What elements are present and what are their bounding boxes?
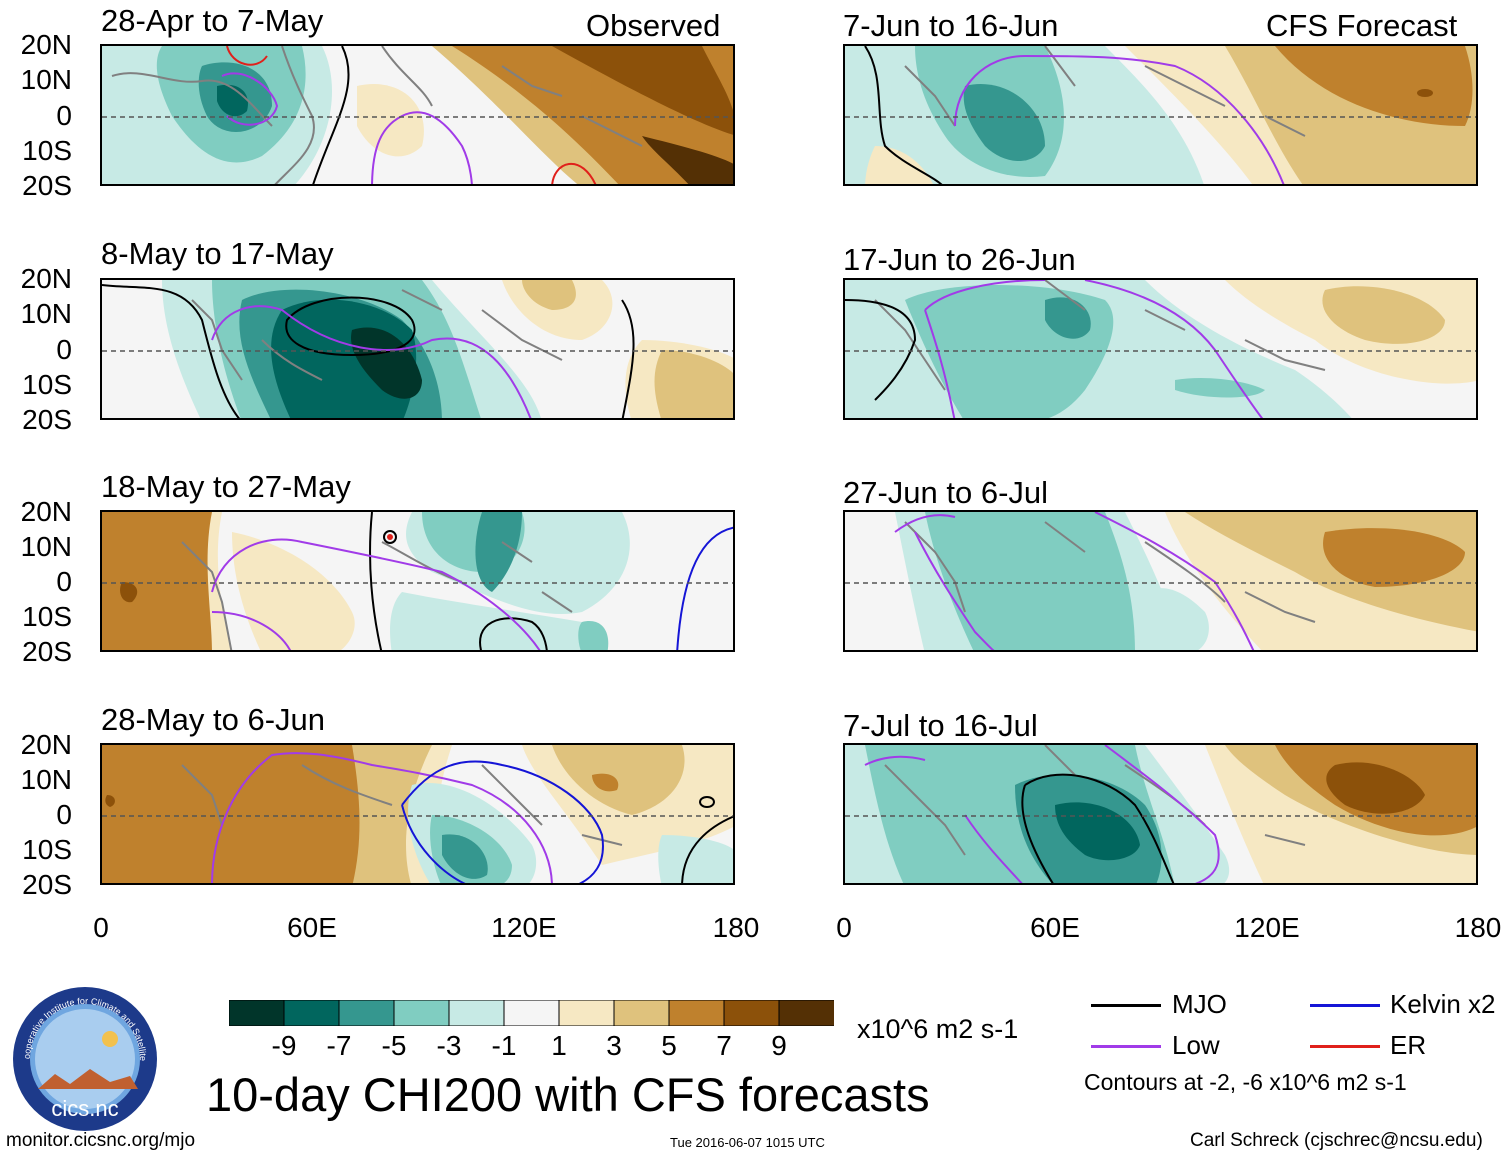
lat-label: 10N (0, 533, 72, 561)
map-panel-8 (843, 743, 1478, 885)
lat-label: 20N (0, 498, 72, 526)
lat-label: 10S (0, 371, 72, 399)
colorbar-swatch (284, 1000, 340, 1026)
lat-label: 20N (0, 265, 72, 293)
colorbar-tick-label: 5 (649, 1032, 689, 1060)
lat-label: 20S (0, 172, 72, 200)
colorbar-tick-label: 9 (759, 1032, 799, 1060)
lon-label: 120E (1217, 914, 1317, 942)
colorbar-swatch (614, 1000, 670, 1026)
colorbar (229, 1000, 834, 1026)
lat-label: 20S (0, 871, 72, 899)
lat-label: 20N (0, 731, 72, 759)
legend-mjo-swatch (1091, 1004, 1161, 1007)
panel-title-2: 8-May to 17-May (101, 238, 334, 269)
lon-label: 120E (474, 914, 574, 942)
colorbar-swatch (779, 1000, 834, 1026)
legend-contours-note: Contours at -2, -6 x10^6 m2 s-1 (1084, 1071, 1407, 1094)
legend-mjo-label: MJO (1172, 991, 1227, 1017)
logo-text: cics.nc (51, 1096, 118, 1121)
lat-label: 0 (0, 336, 72, 364)
lon-label: 0 (794, 914, 894, 942)
forecast-header: CFS Forecast (1266, 10, 1457, 41)
colorbar-tick-label: 1 (539, 1032, 579, 1060)
lon-label: 60E (1005, 914, 1105, 942)
map-panel-5 (843, 44, 1478, 186)
lat-label: 20S (0, 638, 72, 666)
cics-logo: cics.nc Cooperative Institute for Climat… (10, 984, 160, 1134)
colorbar-swatch (724, 1000, 780, 1026)
lon-label: 60E (262, 914, 362, 942)
panel-title-8: 7-Jul to 16-Jul (843, 710, 1038, 741)
panel-title-5: 7-Jun to 16-Jun (843, 10, 1058, 41)
legend-kelvin-swatch (1310, 1004, 1380, 1007)
panel-title-6: 17-Jun to 26-Jun (843, 244, 1076, 275)
legend-low-label: Low (1172, 1032, 1220, 1058)
colorbar-swatch (229, 1000, 285, 1026)
panel-title-7: 27-Jun to 6-Jul (843, 477, 1048, 508)
colorbar-tick-label: -9 (264, 1032, 304, 1060)
legend-kelvin-label: Kelvin x2 (1390, 991, 1496, 1017)
map-panel-4 (100, 743, 735, 885)
lat-label: 0 (0, 568, 72, 596)
footer-author: Carl Schreck (cjschrec@ncsu.edu) (1190, 1131, 1483, 1150)
lat-label: 10S (0, 836, 72, 864)
lon-label: 0 (51, 914, 151, 942)
colorbar-tick-label: -7 (319, 1032, 359, 1060)
legend-low-swatch (1091, 1045, 1161, 1048)
lat-label: 10S (0, 137, 72, 165)
lon-label: 180 (1428, 914, 1510, 942)
panel-title-1: 28-Apr to 7-May (101, 5, 323, 36)
main-title: 10-day CHI200 with CFS forecasts (206, 1069, 930, 1121)
map-panel-2 (100, 278, 735, 420)
lon-label: 180 (686, 914, 786, 942)
lat-label: 0 (0, 801, 72, 829)
colorbar-swatch (394, 1000, 450, 1026)
colorbar-tick-label: 3 (594, 1032, 634, 1060)
colorbar-tick-label: -3 (429, 1032, 469, 1060)
colorbar-tick-label: -1 (484, 1032, 524, 1060)
colorbar-units: x10^6 m2 s-1 (857, 1016, 1018, 1043)
observed-header: Observed (586, 10, 720, 41)
map-panel-1 (100, 44, 735, 186)
map-panel-3 (100, 510, 735, 652)
lat-label: 10N (0, 300, 72, 328)
lat-label: 0 (0, 102, 72, 130)
map-panel-6 (843, 278, 1478, 420)
legend-er-label: ER (1390, 1032, 1426, 1058)
colorbar-tick-label: 7 (704, 1032, 744, 1060)
panel-title-4: 28-May to 6-Jun (101, 704, 325, 735)
lat-label: 10S (0, 603, 72, 631)
colorbar-tick-label: -5 (374, 1032, 414, 1060)
lat-label: 10N (0, 66, 72, 94)
panel-title-3: 18-May to 27-May (101, 471, 351, 502)
map-panel-7 (843, 510, 1478, 652)
colorbar-swatch (559, 1000, 615, 1026)
lat-label: 20N (0, 31, 72, 59)
colorbar-swatch (449, 1000, 505, 1026)
colorbar-swatch (504, 1000, 560, 1026)
lat-label: 10N (0, 766, 72, 794)
lat-label: 20S (0, 406, 72, 434)
footer-url[interactable]: monitor.cicsnc.org/mjo (6, 1131, 195, 1150)
footer-timestamp: Tue 2016-06-07 1015 UTC (670, 1136, 825, 1149)
legend-er-swatch (1310, 1045, 1380, 1048)
colorbar-swatch (339, 1000, 395, 1026)
colorbar-swatch (669, 1000, 725, 1026)
